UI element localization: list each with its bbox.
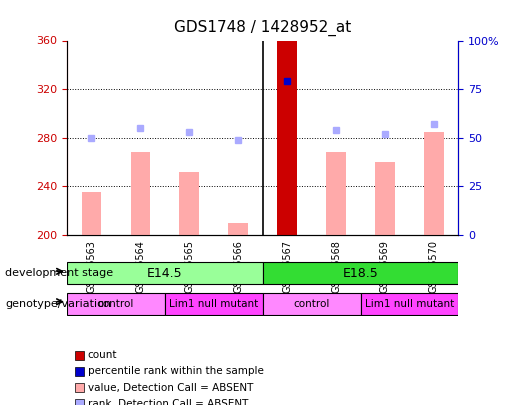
Bar <box>82 192 101 235</box>
Text: rank, Detection Call = ABSENT: rank, Detection Call = ABSENT <box>88 399 248 405</box>
Text: E14.5: E14.5 <box>147 267 183 280</box>
FancyBboxPatch shape <box>67 262 263 284</box>
FancyBboxPatch shape <box>360 293 458 315</box>
Text: value, Detection Call = ABSENT: value, Detection Call = ABSENT <box>88 383 253 392</box>
Bar <box>278 40 297 235</box>
Text: Lim1 null mutant: Lim1 null mutant <box>169 299 259 309</box>
Text: E18.5: E18.5 <box>342 267 379 280</box>
Bar <box>229 223 248 235</box>
Bar <box>327 152 346 235</box>
Title: GDS1748 / 1428952_at: GDS1748 / 1428952_at <box>174 20 351 36</box>
Bar <box>131 152 150 235</box>
Text: Lim1 null mutant: Lim1 null mutant <box>365 299 454 309</box>
Text: control: control <box>294 299 330 309</box>
Bar <box>424 132 444 235</box>
Text: development stage: development stage <box>5 269 113 278</box>
FancyBboxPatch shape <box>67 293 165 315</box>
Text: genotype/variation: genotype/variation <box>5 299 111 309</box>
Text: percentile rank within the sample: percentile rank within the sample <box>88 367 264 376</box>
Bar <box>180 172 199 235</box>
Text: count: count <box>88 350 117 360</box>
Bar <box>375 162 395 235</box>
FancyBboxPatch shape <box>165 293 263 315</box>
FancyBboxPatch shape <box>263 262 458 284</box>
FancyBboxPatch shape <box>263 293 360 315</box>
Text: control: control <box>98 299 134 309</box>
